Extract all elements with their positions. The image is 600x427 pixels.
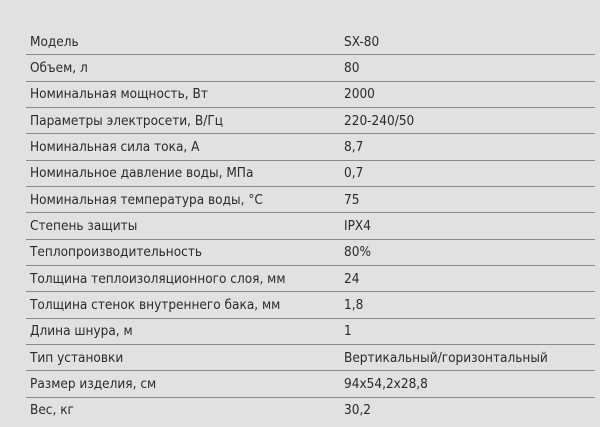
spec-value: 8,7 (344, 138, 364, 155)
spec-value: IPX4 (344, 217, 371, 234)
spec-value: 220-240/50 (344, 112, 415, 129)
spec-row: Степень защиты IPX4 (26, 213, 595, 240)
spec-row: Длина шнура, м 1 (26, 319, 595, 345)
spec-value: 2000 (344, 86, 375, 103)
spec-label: Длина шнура, м (30, 323, 133, 340)
spec-value: 75 (344, 191, 360, 208)
spec-row: Тип установки Вертикальный/горизонтальный (26, 345, 595, 372)
spec-row: Номинальная мощность, Вт 2000 (26, 82, 595, 108)
spec-value: 24 (344, 270, 360, 287)
spec-label: Номинальная мощность, Вт (30, 86, 208, 103)
spec-label: Номинальная температура воды, °С (30, 191, 263, 208)
spec-label: Номинальное давление воды, МПа (30, 165, 254, 182)
spec-value: 94x54,2x28,8 (344, 375, 428, 392)
spec-label: Объем, л (30, 59, 88, 76)
spec-row: Объем, л 80 (26, 55, 595, 82)
spec-value: Вертикальный/горизонтальный (344, 349, 548, 366)
spec-label: Степень защиты (30, 217, 138, 234)
spec-value: 0,7 (344, 165, 364, 182)
spec-value: 1 (344, 323, 352, 340)
spec-value: 1,8 (344, 296, 364, 313)
specs-table: Модель SX-80 Объем, л 80 Номинальная мощност… (26, 29, 595, 423)
spec-label: Теплопроизводительность (30, 244, 203, 261)
spec-label: Параметры электросети, В/Гц (30, 112, 223, 129)
spec-row: Номинальная температура воды, °С 75 (26, 187, 595, 214)
spec-label: Толщина стенок внутреннего бака, мм (30, 296, 281, 313)
spec-value: 80% (344, 244, 371, 261)
spec-row: Номинальное давление воды, МПа 0,7 (26, 161, 595, 187)
spec-row: Номинальная сила тока, А 8,7 (26, 134, 595, 161)
spec-label: Толщина теплоизоляционного слоя, мм (30, 270, 286, 287)
spec-row: Вес, кг 30,2 (26, 398, 595, 423)
spec-row: Модель SX-80 (26, 29, 595, 56)
spec-value: SX-80 (344, 33, 380, 50)
spec-label: Размер изделия, см (30, 375, 157, 392)
spec-label: Вес, кг (30, 402, 74, 419)
spec-row: Размер изделия, см 94x54,2x28,8 (26, 371, 595, 398)
spec-row: Теплопроизводительность 80% (26, 240, 595, 266)
spec-label: Номинальная сила тока, А (30, 138, 200, 155)
spec-row: Параметры электросети, В/Гц 220-240/50 (26, 108, 595, 135)
spec-label: Тип установки (30, 349, 124, 366)
spec-value: 80 (344, 59, 360, 76)
spec-label: Модель (30, 33, 79, 50)
spec-row: Толщина стенок внутреннего бака, мм 1,8 (26, 292, 595, 319)
spec-row: Толщина теплоизоляционного слоя, мм 24 (26, 266, 595, 293)
spec-value: 30,2 (344, 402, 372, 419)
